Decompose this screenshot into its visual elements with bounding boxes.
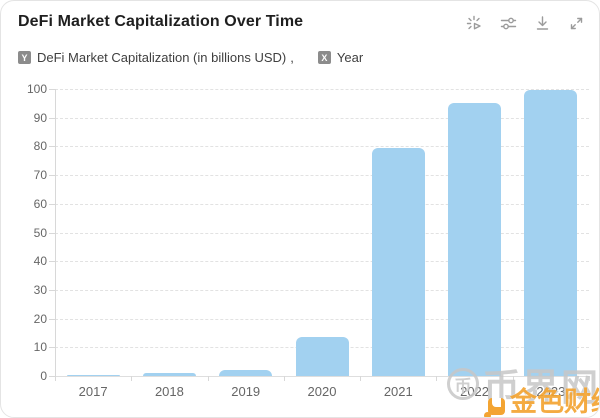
y-axis-tick [49,289,55,291]
y-gridline [55,89,589,90]
y-axis-tick [49,175,55,177]
y-axis-tick-label: 50 [33,225,47,240]
spark-animation-icon[interactable] [466,15,483,32]
chart-title: DeFi Market Capitalization Over Time [18,13,304,30]
x-axis-tick-label: 2019 [231,384,261,399]
x-axis-tick [283,376,285,381]
y-axis-tick [49,146,55,148]
bar-2017[interactable] [66,374,120,376]
chart-toolbar [466,15,585,32]
x-axis-tick [55,376,56,381]
y-axis-tick-label: 10 [33,340,47,355]
x-axis-tick-label: 2018 [154,384,184,399]
x-axis-tick [360,376,362,381]
y-axis-tick [49,318,55,320]
y-axis-tick-label: 60 [33,196,47,211]
y-axis-tick-label: 70 [33,168,47,183]
y-gridline [55,117,589,119]
x-axis-tick-label: 2017 [78,384,108,399]
x-axis-tick [131,376,133,381]
x-axis-tick [207,376,209,381]
x-axis-line [55,376,589,377]
settings-sliders-icon[interactable] [500,15,517,32]
y-axis-tick [49,376,55,377]
y-axis-tick [49,117,55,119]
x-axis-tick-label: 2023 [536,384,566,399]
x-axis-tick [512,376,514,381]
y-axis-tick [49,232,55,234]
y-axis-tick-label: 90 [33,110,47,125]
x-axis-tick-label: 2022 [460,384,490,399]
y-axis-tick-label: 0 [40,369,47,383]
y-gridline [55,261,589,263]
y-axis-badge: Y [18,51,31,64]
y-axis-tick-label: 30 [33,282,47,297]
bar-2022[interactable] [448,103,502,376]
y-axis-tick [49,347,55,349]
x-axis-tick-label: 2020 [307,384,337,399]
bar-2020[interactable] [295,337,349,376]
y-axis-tick [49,261,55,263]
y-axis-tick [49,203,55,205]
y-gridline [55,175,589,177]
expand-icon[interactable] [568,15,585,32]
bar-2018[interactable] [142,373,196,376]
y-gridline [55,203,589,205]
x-axis-tick [436,376,438,381]
y-axis-tick [49,89,55,90]
download-icon[interactable] [534,15,551,32]
bar-2019[interactable] [219,370,273,376]
x-axis-badge: X [317,51,331,64]
y-gridline [55,232,589,234]
y-gridline [55,146,589,148]
legend-separator: , [290,50,294,65]
bar-2023[interactable] [524,90,578,376]
y-axis-tick-label: 20 [33,311,47,326]
y-gridline [55,289,589,291]
y-axis-line [55,89,56,376]
x-axis-tick [589,376,590,381]
x-axis-tick-label: 2021 [383,384,413,399]
x-axis-series-label: Year [336,50,364,65]
axis-legend: Y DeFi Market Capitalization (in billion… [18,50,363,65]
y-gridline [55,318,589,320]
bar-2021[interactable] [371,147,425,376]
y-axis-tick-label: 40 [33,254,47,269]
y-axis-tick-label: 100 [26,82,47,96]
y-axis-series-label: DeFi Market Capitalization (in billions … [37,50,287,65]
y-axis-tick-label: 80 [33,139,47,154]
